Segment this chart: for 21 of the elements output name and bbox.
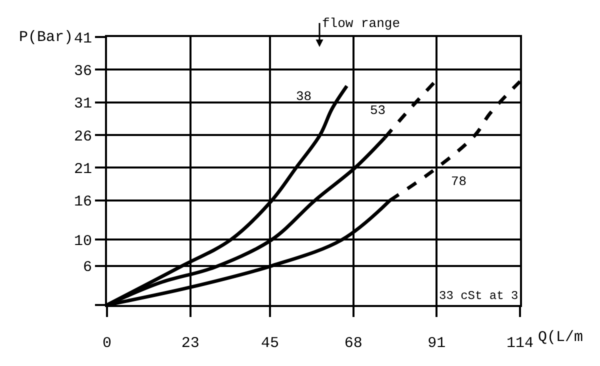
y-tick-label: 41 <box>74 30 92 48</box>
y-tick-label: 36 <box>74 62 92 80</box>
y-tick-label: 21 <box>74 160 92 178</box>
y-tick-label: 16 <box>74 194 92 211</box>
x-tick-label: 91 <box>428 335 446 352</box>
x-tick-label: 68 <box>344 335 362 352</box>
annotation: 33 cSt at 3 <box>439 289 518 303</box>
x-tick-label: 45 <box>261 335 280 352</box>
series-label: 53 <box>370 103 386 118</box>
x-axis-title: Q(L/m <box>538 329 584 346</box>
y-tick-label: 6 <box>82 259 92 276</box>
series-label: 78 <box>451 174 467 189</box>
x-tick-label: 23 <box>181 335 200 352</box>
y-tick-label: 31 <box>74 96 92 113</box>
y-tick-label: 10 <box>74 232 92 250</box>
text: flow range <box>322 16 400 31</box>
x-tick-label: 114 <box>506 335 534 352</box>
y-axis-title: P(Bar) <box>19 29 74 46</box>
y-tick-label: 26 <box>74 128 92 146</box>
series-label: 38 <box>296 89 312 104</box>
x-tick-label: 0 <box>102 335 112 352</box>
